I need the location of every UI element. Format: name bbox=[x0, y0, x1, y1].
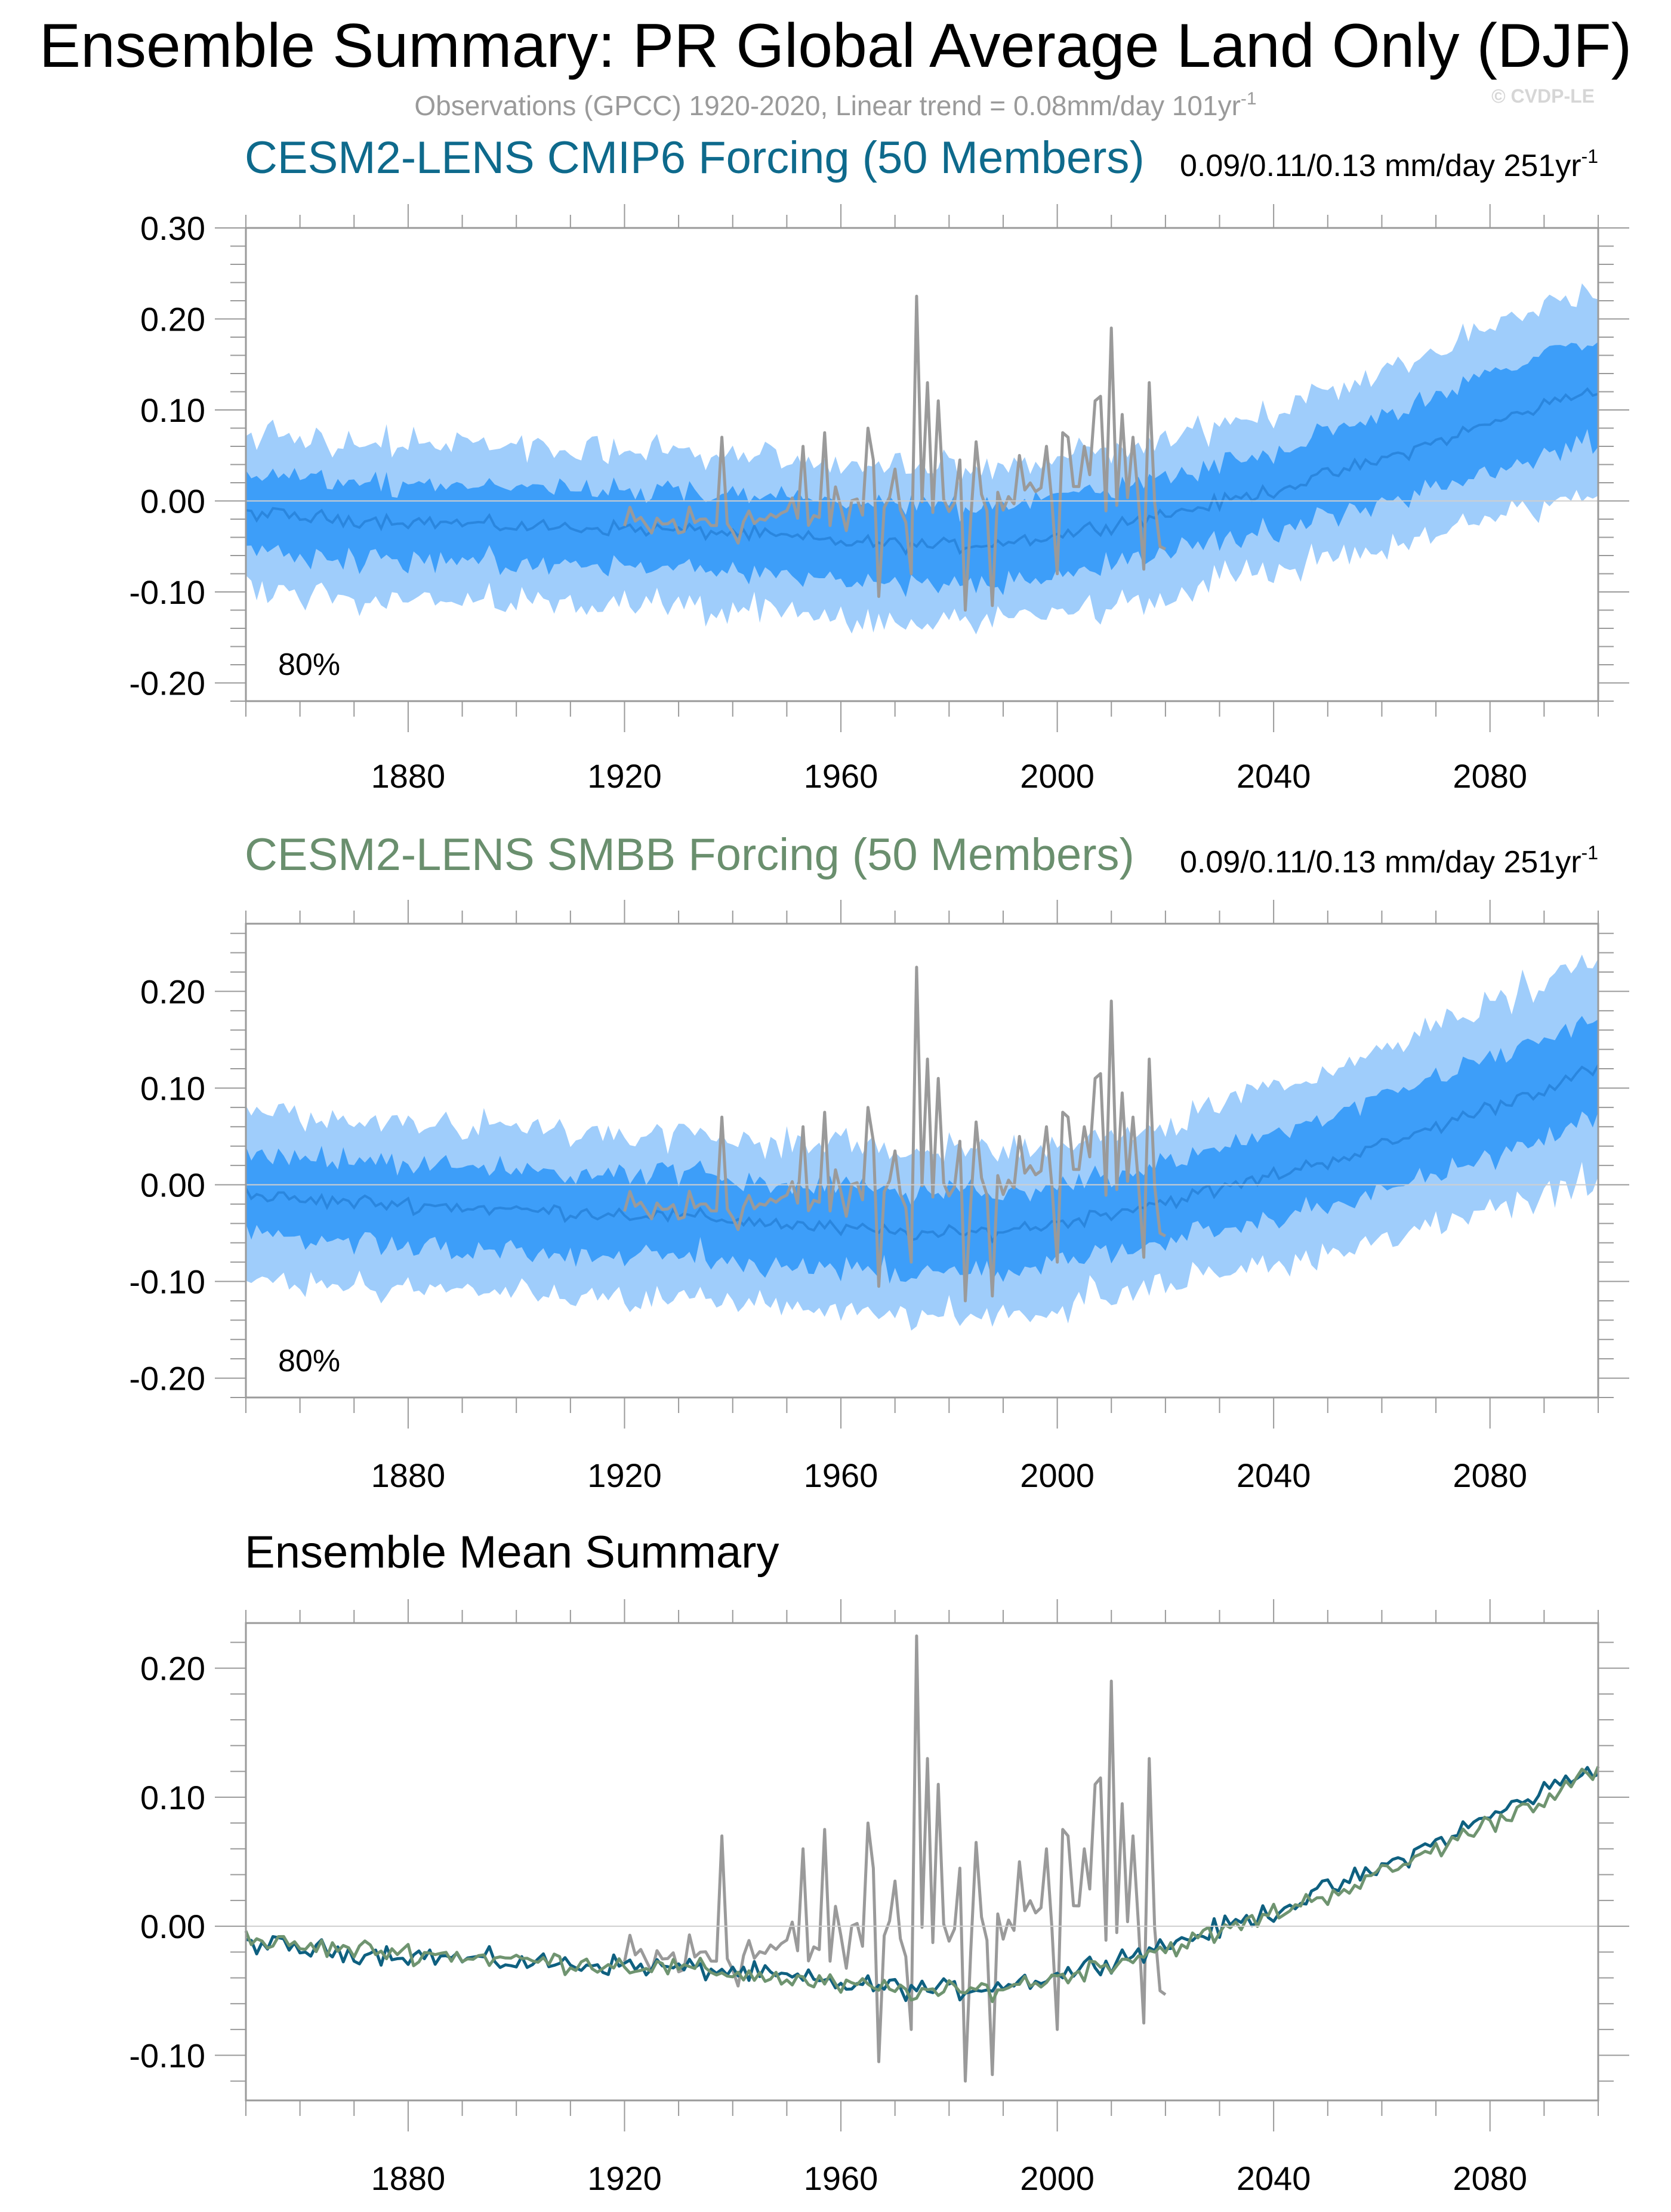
y-tick-label: 0.30 bbox=[140, 209, 205, 247]
panel-title-smbb: CESM2-LENS SMBB Forcing (50 Members) bbox=[245, 829, 1134, 880]
y-tick-label: -0.10 bbox=[129, 2037, 205, 2074]
ensemble-mean-line bbox=[245, 1065, 1599, 1244]
panel-trend-smbb: 0.09/0.11/0.13 mm/day 251yr-1 bbox=[1180, 842, 1598, 880]
band-percent-label: 80% bbox=[278, 1344, 340, 1378]
subtitle-sup: -1 bbox=[1241, 89, 1257, 109]
x-tick-label: 2040 bbox=[1237, 1457, 1311, 1494]
y-tick-label: -0.20 bbox=[129, 1360, 205, 1397]
y-tick-label: 0.20 bbox=[140, 1650, 205, 1687]
panel-ensemble-mean: -0.10 0.00 0.10 0.20 1880 1920 1960 2000 2040 208… bbox=[129, 1599, 1629, 2197]
x-tick-label: 1880 bbox=[371, 1457, 446, 1494]
figure-title: Ensemble Summary: PR Global Average Land… bbox=[39, 11, 1632, 81]
y-tick-label: 0.00 bbox=[140, 1908, 205, 1945]
x-tick-label: 1920 bbox=[587, 1457, 662, 1494]
y-tick-label: 0.00 bbox=[140, 1167, 205, 1204]
plot-frame bbox=[245, 1622, 1599, 2102]
x-tick-label: 1960 bbox=[804, 1457, 878, 1494]
y-tick-label: 0.00 bbox=[140, 483, 205, 520]
x-tick-label: 1960 bbox=[804, 757, 878, 795]
x-tick-label: 2000 bbox=[1020, 1457, 1095, 1494]
band-inner bbox=[246, 1016, 1598, 1284]
observations-line bbox=[623, 965, 1167, 1303]
mean-line-smbb bbox=[244, 1766, 1600, 2003]
x-tick-label: 2080 bbox=[1453, 1457, 1527, 1494]
trend-sup-smbb: -1 bbox=[1581, 842, 1598, 863]
observations-line bbox=[623, 294, 1167, 612]
plot-frame bbox=[245, 923, 1599, 1399]
trend-text-smbb: 0.09/0.11/0.13 mm/day 251yr bbox=[1180, 845, 1581, 880]
panel-title-mean: Ensemble Mean Summary bbox=[245, 1527, 779, 1578]
y-tick-label: -0.10 bbox=[129, 573, 205, 611]
copyright-label: © CVDP-LE bbox=[1491, 85, 1595, 107]
x-tick-label: 2080 bbox=[1453, 2159, 1527, 2197]
x-tick-label: 2000 bbox=[1020, 2159, 1095, 2197]
x-tick-label: 1920 bbox=[587, 757, 662, 795]
y-tick-label: -0.10 bbox=[129, 1263, 205, 1301]
x-tick-label: 1920 bbox=[587, 2159, 662, 2197]
panel-smbb: -0.20 -0.10 0.00 0.10 0.20 1880 1920 1960 2000 20… bbox=[129, 900, 1629, 1494]
x-tick-label: 1960 bbox=[804, 2159, 878, 2197]
observations-line bbox=[623, 1634, 1167, 2083]
panel-trend-cmip6: 0.09/0.11/0.13 mm/day 251yr-1 bbox=[1180, 146, 1598, 183]
x-tick-label: 2040 bbox=[1237, 757, 1311, 795]
y-tick-label: -0.20 bbox=[129, 665, 205, 702]
y-tick-label: 0.20 bbox=[140, 973, 205, 1010]
y-tick-label: 0.20 bbox=[140, 301, 205, 338]
trend-sup-cmip6: -1 bbox=[1581, 146, 1598, 167]
ensemble-mean-line bbox=[245, 387, 1599, 556]
panel-title-cmip6: CESM2-LENS CMIP6 Forcing (50 Members) bbox=[245, 132, 1145, 183]
panel-cmip6: -0.20 -0.10 0.00 0.10 0.20 0.30 1880 1920 1960 20… bbox=[129, 204, 1629, 795]
y-tick-label: 0.10 bbox=[140, 391, 205, 429]
x-tick-label: 2000 bbox=[1020, 757, 1095, 795]
figure-subtitle: Observations (GPCC) 1920-2020, Linear tr… bbox=[414, 89, 1256, 121]
x-tick-label: 1880 bbox=[371, 2159, 446, 2197]
trend-text-cmip6: 0.09/0.11/0.13 mm/day 251yr bbox=[1180, 149, 1581, 183]
band-percent-label: 80% bbox=[278, 647, 340, 682]
band-inner bbox=[246, 341, 1598, 597]
y-tick-label: 0.10 bbox=[140, 1779, 205, 1816]
subtitle-text: Observations (GPCC) 1920-2020, Linear tr… bbox=[414, 90, 1241, 121]
x-tick-label: 2080 bbox=[1453, 757, 1527, 795]
y-tick-label: 0.10 bbox=[140, 1069, 205, 1107]
x-tick-label: 2040 bbox=[1237, 2159, 1311, 2197]
x-tick-label: 1880 bbox=[371, 757, 446, 795]
